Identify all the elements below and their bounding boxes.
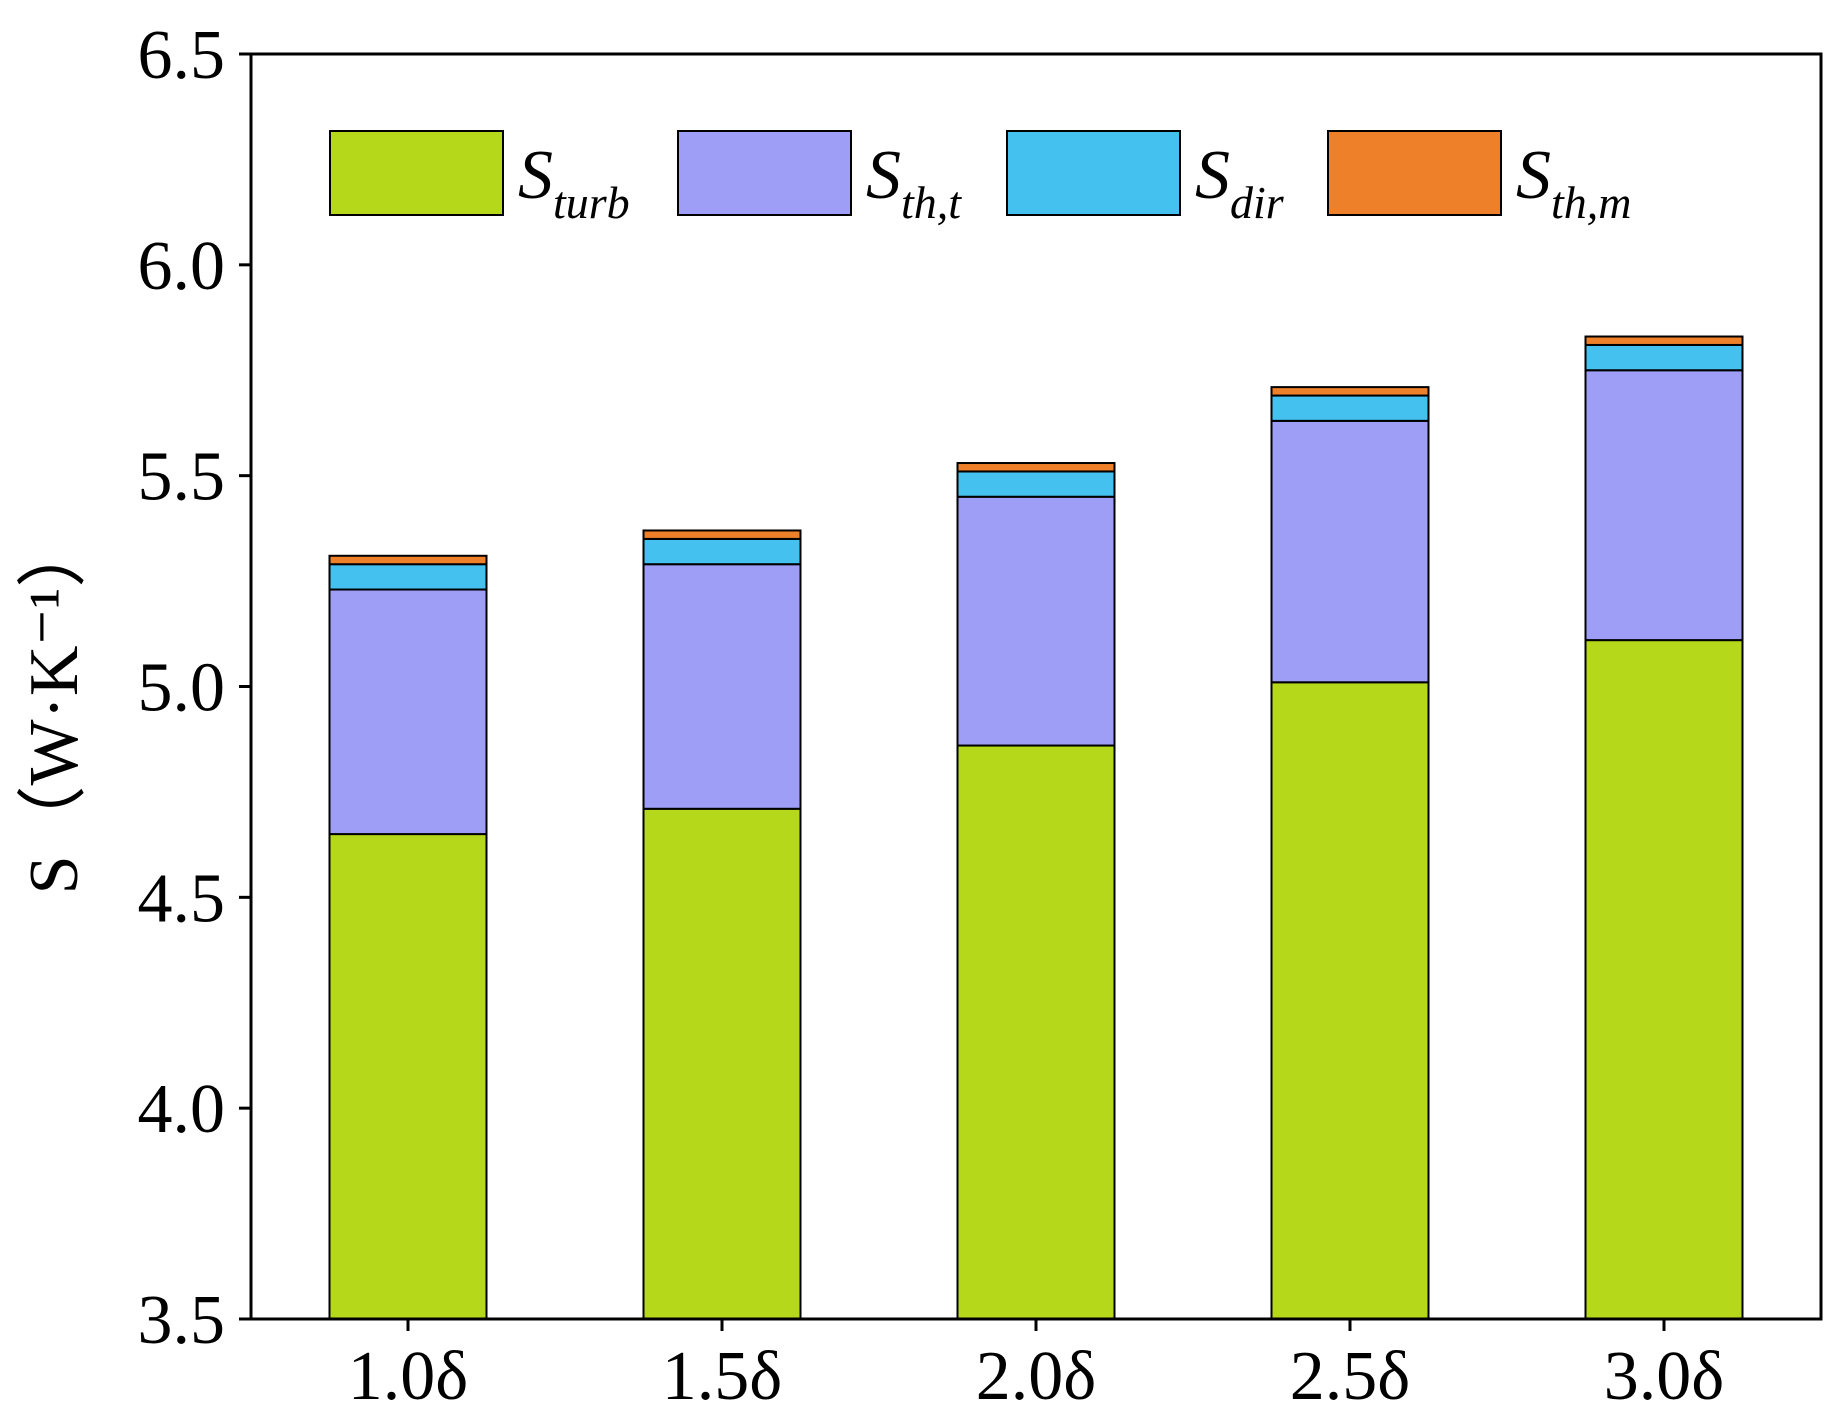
bar-segment — [1584, 639, 1744, 1320]
bar-segment — [1584, 369, 1744, 642]
bar-segment — [642, 537, 802, 566]
bar-segment — [642, 563, 802, 810]
legend-swatch — [329, 130, 504, 216]
legend-item: Sturb — [329, 130, 630, 228]
legend-item: Sdir — [1006, 130, 1285, 228]
y-tick-label: 3.5 — [138, 1282, 226, 1359]
bar-segment — [328, 833, 488, 1320]
legend-label: Sth,m — [1516, 137, 1632, 228]
y-axis-label: S（W·K⁻¹） — [16, 518, 93, 895]
legend-label: Sth,t — [866, 137, 962, 228]
legend-swatch — [1006, 130, 1181, 216]
bar-segment — [1584, 335, 1744, 346]
bar-segment — [328, 554, 488, 566]
bar-segment — [1270, 681, 1430, 1320]
y-tick-label: 6.0 — [138, 228, 226, 305]
x-tick-label: 3.0δ — [1604, 1338, 1724, 1415]
bar-segment — [1584, 343, 1744, 372]
legend-swatch — [1327, 130, 1502, 216]
bar-segment — [328, 588, 488, 836]
bar-segment — [328, 563, 488, 591]
y-tick-label: 4.5 — [138, 860, 226, 937]
bar-segment — [956, 744, 1116, 1320]
legend-swatch — [677, 130, 852, 216]
x-tick-label: 2.5δ — [1290, 1338, 1410, 1415]
legend-label: Sturb — [518, 137, 630, 228]
y-tick-label: 5.5 — [138, 439, 226, 516]
plot-frame — [249, 52, 1823, 1321]
x-tick-label: 1.5δ — [662, 1338, 782, 1415]
bar-segment — [642, 807, 802, 1320]
bar-segment — [1270, 419, 1430, 684]
x-tick-label: 2.0δ — [976, 1338, 1096, 1415]
bar-segment — [956, 495, 1116, 747]
y-tick-label: 5.0 — [138, 650, 226, 727]
bar-segment — [1270, 386, 1430, 397]
legend-item: Sth,m — [1327, 130, 1632, 228]
bar-segment — [1270, 394, 1430, 422]
legend-label: Sdir — [1195, 137, 1285, 228]
x-tick-label: 1.0δ — [348, 1338, 468, 1415]
y-tick-label: 4.0 — [138, 1071, 226, 1148]
bar-segment — [956, 462, 1116, 473]
bar-segment — [642, 529, 802, 540]
legend-item: Sth,t — [677, 130, 962, 228]
bar-segment — [956, 470, 1116, 498]
y-tick-label: 6.5 — [138, 17, 226, 94]
